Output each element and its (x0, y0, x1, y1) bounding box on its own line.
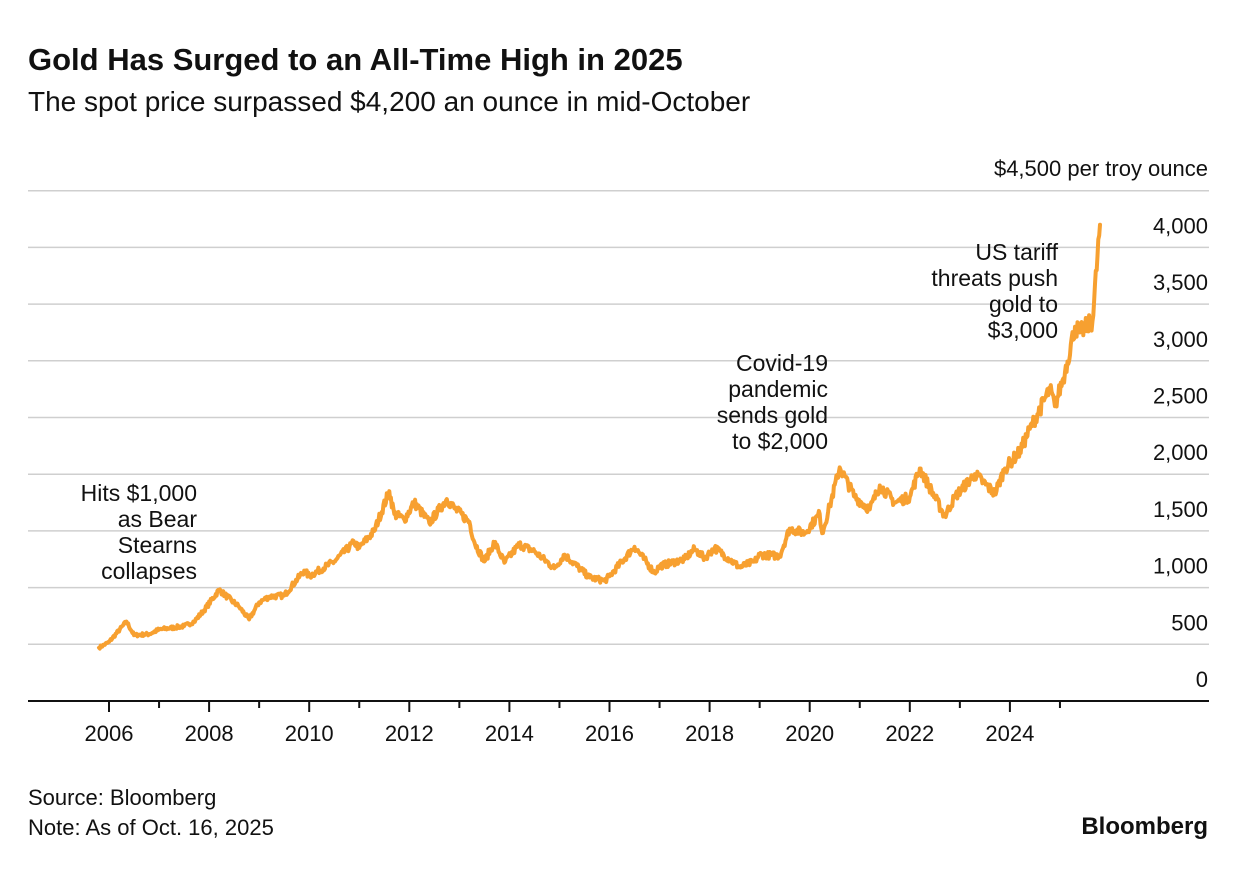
annotation-text: collapses (101, 558, 197, 584)
x-tick-label: 2014 (485, 721, 534, 746)
annotation-text: US tariff (975, 239, 1058, 265)
y-tick-label: 3,000 (1153, 327, 1208, 352)
annotation-text: Covid-19 (736, 350, 828, 376)
annotation-text: as Bear (118, 506, 198, 532)
annotation-text: Hits $1,000 (81, 480, 197, 506)
gold-price-line (97, 222, 1102, 651)
annotation-text: to $2,000 (732, 428, 828, 454)
annotation-text: Stearns (118, 532, 197, 558)
y-tick-label: 1,000 (1153, 554, 1208, 579)
annotation-text: $3,000 (988, 317, 1058, 343)
x-tick-label: 2016 (585, 721, 634, 746)
x-tick-label: 2022 (885, 721, 934, 746)
y-tick-label: 0 (1196, 667, 1208, 692)
x-tick-label: 2012 (385, 721, 434, 746)
x-tick-label: 2006 (85, 721, 134, 746)
x-tick-label: 2010 (285, 721, 334, 746)
chart-subtitle: The spot price surpassed $4,200 an ounce… (28, 86, 751, 117)
x-tick-label: 2024 (985, 721, 1034, 746)
y-tick-label: 500 (1171, 610, 1208, 635)
annotation-text: threats push (931, 265, 1058, 291)
x-tick-label: 2018 (685, 721, 734, 746)
x-tick-label: 2020 (785, 721, 834, 746)
annotation-text: gold to (989, 291, 1058, 317)
source-note: Source: Bloomberg (28, 785, 217, 810)
y-tick-label: 4,000 (1153, 213, 1208, 238)
y-tick-label: 2,500 (1153, 384, 1208, 409)
x-tick-label: 2008 (185, 721, 234, 746)
date-note: Note: As of Oct. 16, 2025 (28, 815, 274, 840)
chart-title: Gold Has Surged to an All-Time High in 2… (28, 42, 683, 77)
y-tick-label: 1,500 (1153, 497, 1208, 522)
bloomberg-logo: Bloomberg (1081, 813, 1208, 840)
annotation-text: pandemic (728, 376, 828, 402)
y-tick-label: 2,000 (1153, 440, 1208, 465)
y-tick-label: 3,500 (1153, 270, 1208, 295)
y-axis-unit-label: $4,500 per troy ounce (994, 156, 1208, 181)
annotation-text: sends gold (717, 402, 828, 428)
